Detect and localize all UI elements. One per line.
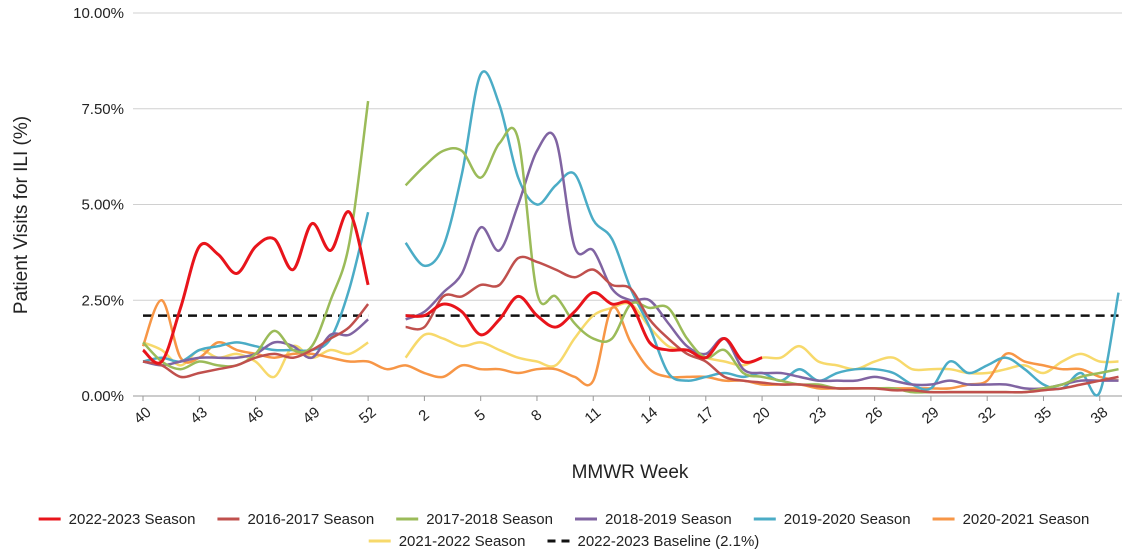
series-line — [141, 210, 763, 365]
legend-label: 2018-2019 Season — [605, 511, 732, 528]
x-axis-title: MMWR Week — [572, 462, 689, 483]
x-tick-label: 35 — [1031, 404, 1055, 428]
x-tick-label: 26 — [862, 404, 886, 428]
x-tick-label: 38 — [1088, 404, 1112, 428]
legend-label: 2021-2022 Season — [399, 533, 526, 550]
y-tick-label: 0.00% — [81, 388, 124, 405]
x-tick-label: 11 — [581, 404, 604, 427]
x-tick-label: 23 — [806, 404, 830, 428]
y-tick-label: 2.50% — [81, 292, 124, 309]
legend-label: 2022-2023 Season — [69, 511, 196, 528]
legend-label: 2022-2023 Baseline (2.1%) — [577, 533, 759, 550]
legend-label: 2017-2018 Season — [426, 511, 553, 528]
x-tick-label: 32 — [975, 404, 999, 428]
y-tick-label: 7.50% — [81, 101, 124, 118]
y-tick-label: 5.00% — [81, 197, 124, 214]
x-tick-label: 29 — [919, 404, 943, 428]
x-tick-label: 14 — [637, 404, 661, 428]
x-tick-label: 2 — [415, 406, 432, 424]
x-tick-label: 52 — [356, 404, 380, 428]
y-axis-title: Patient Visits for ILI (%) — [11, 116, 32, 314]
series-line — [142, 255, 1119, 394]
x-tick-label: 20 — [750, 404, 774, 428]
x-tick-label: 8 — [528, 406, 545, 424]
legend-label: 2019-2020 Season — [784, 511, 911, 528]
legend-label: 2020-2021 Season — [963, 511, 1090, 528]
x-tick-label: 5 — [472, 406, 489, 424]
legend-row: 2021-2022 Season 2022-2023 Baseline (2.1%… — [368, 533, 759, 550]
x-tick-label: 49 — [300, 404, 324, 428]
x-tick-label: 17 — [694, 404, 718, 428]
y-tick-label: 10.00% — [73, 5, 124, 22]
x-tick-label: 46 — [243, 404, 267, 428]
legend-row: 2022-2023 Season 2016-2017 Season 2017-201… — [38, 511, 1090, 528]
legend-label: 2016-2017 Season — [247, 511, 374, 528]
x-tick-label: 40 — [131, 404, 155, 428]
x-tick-label: 43 — [187, 404, 211, 428]
